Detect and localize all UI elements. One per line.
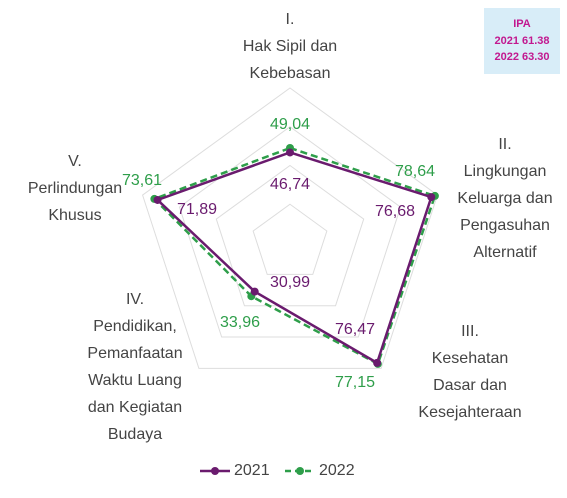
axis-label: Lingkungan: [464, 163, 547, 180]
annotation-title: IPA: [513, 18, 531, 30]
value-label: 78,64: [395, 163, 435, 180]
series-marker: [373, 358, 382, 367]
axis-label: Dasar dan: [433, 377, 507, 394]
axis-label: Alternatif: [473, 244, 537, 261]
axis-label: Hak Sipil dan: [243, 38, 337, 55]
axis-label: IV.: [126, 291, 144, 308]
grid-ring: [252, 203, 328, 275]
axis-label: Kebebasan: [250, 65, 331, 82]
axis-label: I.: [286, 11, 295, 28]
axis-label: III.: [461, 323, 479, 340]
value-label: 33,96: [220, 314, 260, 331]
grid-ring: [215, 164, 365, 307]
grid-ring: [141, 87, 439, 369]
series-marker: [286, 148, 294, 157]
axis-label: Waktu Luang: [88, 372, 182, 389]
axis-label: Khusus: [48, 207, 101, 224]
series-marker: [427, 193, 436, 202]
value-label: 46,74: [270, 176, 310, 193]
series-line: [152, 146, 437, 366]
value-label: 73,61: [122, 172, 162, 189]
axis-label: dan Kegiatan: [88, 399, 182, 416]
value-label: 77,15: [335, 374, 375, 391]
value-label: 49,04: [270, 116, 310, 133]
axis-label: Perlindungan: [28, 180, 122, 197]
legend-marker: [296, 467, 304, 475]
axis-label: Pemanfaatan: [87, 345, 182, 362]
value-label: 76,47: [335, 321, 375, 338]
axis-label: Pendidikan,: [93, 318, 177, 335]
axis-label: Keluarga dan: [457, 190, 552, 207]
grid-ring: [178, 126, 402, 338]
axis-label: Kesehatan: [432, 350, 509, 367]
series-line: [155, 151, 433, 365]
value-label: 76,68: [375, 203, 415, 220]
series-marker: [250, 287, 259, 296]
legend-label: 2021: [234, 462, 270, 479]
axis-label: II.: [498, 136, 511, 153]
axis-label: Kesejahteraan: [418, 404, 521, 421]
annotation-line: 2022 63.30: [494, 51, 549, 63]
axis-label: V.: [68, 153, 82, 170]
value-label: 30,99: [270, 274, 310, 291]
axis-label: Pengasuhan: [460, 217, 550, 234]
annotation-box: [484, 8, 560, 74]
axis-label: Budaya: [108, 426, 162, 443]
series-marker: [153, 195, 162, 204]
value-label: 71,89: [177, 201, 217, 218]
legend-label: 2022: [319, 462, 355, 479]
legend-marker: [211, 467, 219, 475]
annotation-line: 2021 61.38: [494, 35, 549, 47]
